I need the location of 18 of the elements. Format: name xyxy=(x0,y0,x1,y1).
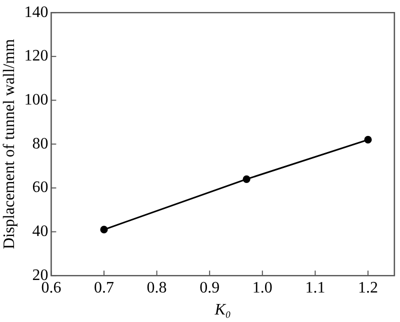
y-tick-label: 80 xyxy=(32,135,48,152)
y-tick-label: 140 xyxy=(24,4,48,21)
x-tick-label: 0.9 xyxy=(200,279,220,296)
x-tick-label: 0.7 xyxy=(94,279,114,296)
point xyxy=(242,175,250,183)
y-tick-label: 40 xyxy=(32,222,48,240)
x-tick-label: 1.2 xyxy=(358,279,378,296)
x-axis-title: K₀ xyxy=(214,302,231,319)
y-axis-title: Displacement of tunnel wall/mm xyxy=(0,38,18,250)
x-tick-label: 0.6 xyxy=(41,279,62,296)
y-tick-label: 60 xyxy=(32,179,48,196)
y-tick-label: 100 xyxy=(24,91,48,108)
point xyxy=(364,136,372,144)
x-tick-label: 1.0 xyxy=(252,279,272,296)
x-tick-label: 1.1 xyxy=(305,279,326,296)
y-tick-label: 120 xyxy=(24,48,48,65)
x-tick-label: 0.8 xyxy=(146,279,167,296)
point xyxy=(100,226,108,234)
